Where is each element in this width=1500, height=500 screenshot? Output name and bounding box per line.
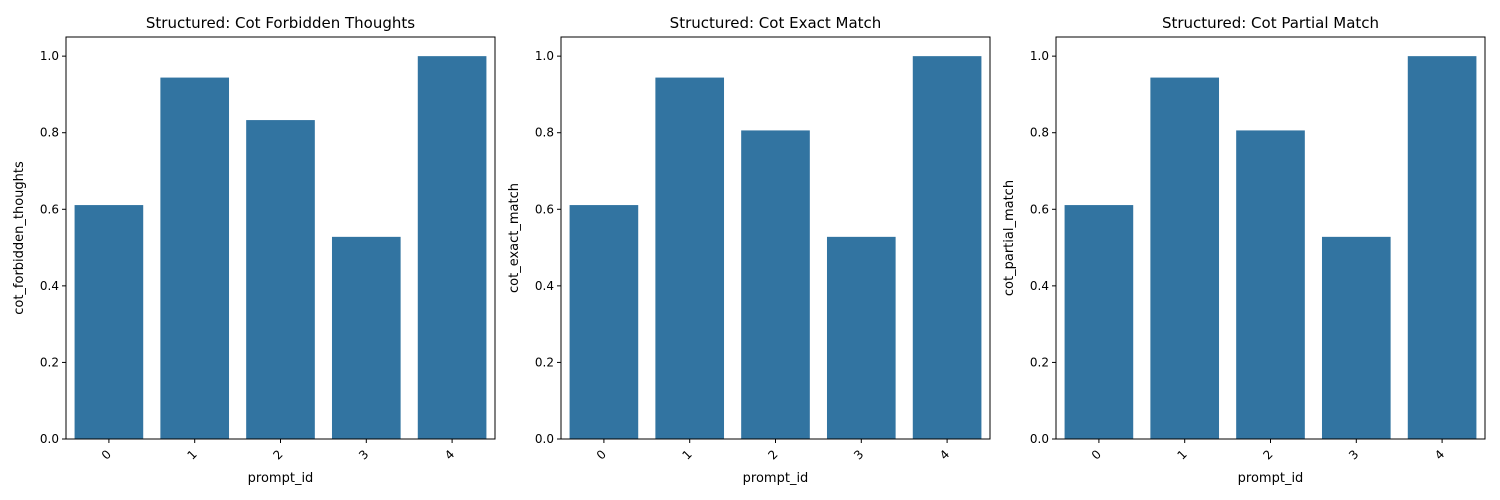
x-tick-label: 2 xyxy=(270,447,285,462)
y-tick-label: 0.6 xyxy=(40,202,59,216)
chart-title: Structured: Cot Exact Match xyxy=(670,14,882,32)
bar-4 xyxy=(417,56,487,440)
y-tick-label: 0.4 xyxy=(535,279,554,293)
plot-frame xyxy=(1055,36,1486,440)
y-tick-label: 1.0 xyxy=(535,49,554,63)
x-tick-label: 4 xyxy=(937,447,952,462)
x-tick-label: 4 xyxy=(442,447,457,462)
chart-title: Structured: Cot Forbidden Thoughts xyxy=(146,14,415,32)
x-tick-label: 4 xyxy=(1432,447,1447,462)
x-tick-label: 2 xyxy=(765,447,780,462)
y-axis-label: cot_forbidden_thoughts xyxy=(12,161,27,315)
y-tick-label: 0.2 xyxy=(535,355,554,369)
bar-0 xyxy=(1064,205,1134,439)
chart-panel-2: Structured: Cot Exact Match prompt_id co… xyxy=(507,14,991,486)
y-tick-label: 0.2 xyxy=(40,355,59,369)
y-tick-label: 1.0 xyxy=(1030,49,1049,63)
bar-3 xyxy=(1321,236,1391,439)
y-tick-label: 0.8 xyxy=(1030,126,1049,140)
y-tick-label: 0.4 xyxy=(1030,279,1049,293)
chart-panel-3: Structured: Cot Partial Match prompt_id … xyxy=(1002,14,1486,486)
y-axis-label: cot_partial_match xyxy=(1002,180,1017,296)
bar-1 xyxy=(160,77,230,439)
y-tick-label: 0.6 xyxy=(535,202,554,216)
x-tick-label: 3 xyxy=(851,447,866,462)
x-tick-label: 3 xyxy=(356,447,371,462)
x-axis-label: prompt_id xyxy=(743,471,809,486)
y-tick-label: 0.0 xyxy=(1030,432,1049,446)
bar-1 xyxy=(655,77,725,439)
x-axis-label: prompt_id xyxy=(1238,471,1304,486)
bar-0 xyxy=(74,205,144,439)
chart-title: Structured: Cot Partial Match xyxy=(1162,14,1379,32)
bar-0 xyxy=(569,205,639,439)
x-tick-label: 0 xyxy=(594,447,609,462)
y-tick-label: 0.0 xyxy=(40,432,59,446)
y-tick-label: 0.4 xyxy=(40,279,59,293)
x-tick-label: 0 xyxy=(1089,447,1104,462)
x-tick-label: 0 xyxy=(99,447,114,462)
y-tick-label: 0.0 xyxy=(535,432,554,446)
bar-3 xyxy=(826,236,896,439)
bar-1 xyxy=(1150,77,1220,439)
bar-2 xyxy=(1236,130,1305,439)
bar-4 xyxy=(1407,56,1477,440)
chart-panel-1: Structured: Cot Forbidden Thoughts promp… xyxy=(12,14,496,486)
bar-2 xyxy=(246,120,315,439)
x-axis-label: prompt_id xyxy=(248,471,314,486)
y-axis-label: cot_exact_match xyxy=(507,183,522,293)
bar-4 xyxy=(912,56,982,440)
bar-3 xyxy=(331,236,401,439)
x-tick-label: 2 xyxy=(1260,447,1275,462)
bar-2 xyxy=(741,130,810,439)
y-tick-label: 0.8 xyxy=(40,126,59,140)
x-tick-label: 1 xyxy=(1175,447,1190,462)
x-tick-label: 1 xyxy=(680,447,695,462)
y-tick-label: 0.2 xyxy=(1030,355,1049,369)
y-tick-label: 0.8 xyxy=(535,126,554,140)
x-tick-label: 3 xyxy=(1346,447,1361,462)
y-tick-label: 1.0 xyxy=(40,49,59,63)
plot-frame xyxy=(65,36,496,440)
x-tick-label: 1 xyxy=(185,447,200,462)
y-tick-label: 0.6 xyxy=(1030,202,1049,216)
plot-frame xyxy=(560,36,991,440)
